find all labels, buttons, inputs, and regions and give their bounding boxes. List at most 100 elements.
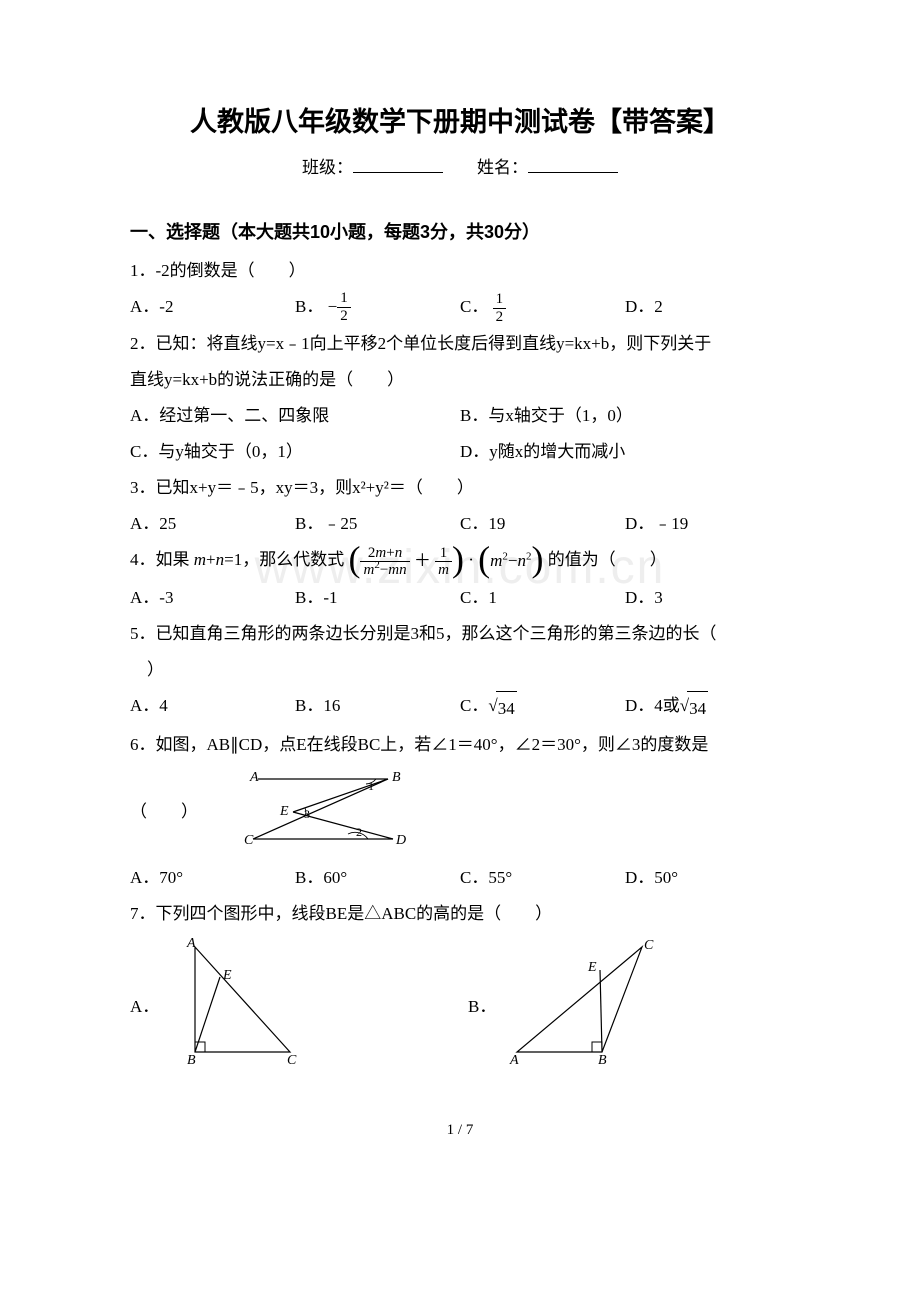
q4-f1n-p: +	[386, 545, 394, 561]
q4-p2n: n	[518, 551, 527, 570]
svg-text:E: E	[279, 804, 289, 819]
svg-text:1: 1	[368, 779, 374, 793]
class-label: 班级：	[302, 158, 353, 177]
svg-text:3: 3	[304, 807, 310, 821]
name-label: 姓名：	[477, 158, 528, 177]
q3-stem: 3．已知x+y＝﹣5，xy＝3，则x²+y²＝（ ）	[130, 471, 790, 505]
svg-text:E: E	[587, 960, 597, 975]
q5-options: A．4 B．16 C．√34 D．4或√34	[130, 689, 790, 726]
q6-optB: B．60°	[295, 861, 460, 895]
svg-text:A: A	[249, 770, 259, 785]
q4-plus2: ＋	[414, 551, 431, 570]
svg-text:B: B	[392, 770, 401, 785]
q5-optC: C．√34	[460, 689, 625, 726]
q4-paren2: ( m2−n2 )	[478, 543, 543, 579]
q6-optA: A．70°	[130, 861, 295, 895]
q6-stem: 6．如图，AB∥CD，点E在线段BC上，若∠1＝40°，∠2＝30°，则∠3的度…	[130, 728, 790, 762]
q7-figures: A． A B C E B．	[130, 937, 790, 1072]
q1-optB-pre: B．	[295, 297, 323, 316]
svg-text:C: C	[644, 938, 654, 953]
q7-figB: A B C E	[502, 937, 662, 1072]
q4-eq: =1	[224, 550, 242, 569]
q6-optC: C．55°	[460, 861, 625, 895]
q5-line1: 5．已知直角三角形的两条边长分别是3和5，那么这个三角形的第三条边的长（	[130, 617, 790, 651]
q4-tail: 的值为（ ）	[548, 550, 667, 569]
q4-mid: ，那么代数式	[242, 550, 348, 569]
q5-optC-pre: C．	[460, 696, 488, 715]
q4-pre: 4．如果	[130, 550, 194, 569]
q3-options: A．25 B．﹣25 C．19 D．﹣19	[130, 507, 790, 541]
q3-optC: C．19	[460, 507, 625, 541]
q2-line1: 2．已知：将直线y=x﹣1向上平移2个单位长度后得到直线y=kx+b，则下列关于	[130, 327, 790, 361]
q1-optA: A．-2	[130, 290, 295, 325]
q2-line2: 直线y=kx+b的说法正确的是（ ）	[130, 363, 790, 397]
q4-f1d-min: −	[380, 562, 388, 578]
q5-optA: A．4	[130, 689, 295, 726]
q6-optD: D．50°	[625, 861, 790, 895]
q5-line2: ）	[130, 653, 790, 687]
svg-text:A: A	[509, 1053, 519, 1067]
q5-optD: D．4或√34	[625, 689, 790, 726]
section-1-title: 一、选择题（本大题共10小题，每题3分，共30分）	[130, 218, 790, 244]
q7-labB: B．	[468, 992, 496, 1017]
q2-optsAB: A．经过第一、二、四象限 B．与x轴交于（1，0）	[130, 399, 790, 433]
q4-f2n: 1	[435, 545, 452, 563]
q4-p2m: m	[490, 551, 502, 570]
name-blank	[528, 155, 618, 173]
q4-optC: C．1	[460, 581, 625, 615]
q5-optB: B．16	[295, 689, 460, 726]
q2-optsCD: C．与y轴交于（0，1） D．y随x的增大而减小	[130, 435, 790, 469]
q4-stem: 4．如果 m+n=1，那么代数式 ( 2m+n m2−mn ＋ 1 m ) ·	[130, 543, 790, 579]
svg-text:E: E	[222, 968, 232, 983]
class-blank	[353, 155, 443, 173]
q4-f1d-m: m	[363, 562, 374, 578]
q1-optB: B． −12	[295, 290, 460, 325]
q4-p2min: −	[508, 551, 518, 570]
q1-optB-den: 2	[337, 308, 351, 325]
q6-tail: （ ）	[130, 795, 198, 829]
q4-m: m	[194, 550, 206, 569]
q6-figure: A B C D E 1 2 3	[238, 764, 428, 859]
q4-options: A．-3 B．-1 C．1 D．3	[130, 581, 790, 615]
svg-text:C: C	[244, 833, 254, 848]
svg-text:C: C	[287, 1053, 297, 1067]
svg-text:B: B	[187, 1053, 196, 1067]
q1-optC-den: 2	[493, 309, 507, 326]
page-title: 人教版八年级数学下册期中测试卷【带答案】	[130, 100, 790, 139]
q1-optC-num: 1	[493, 291, 507, 309]
q7-labA: A．	[130, 992, 159, 1017]
q4-f1d-n: n	[399, 562, 407, 578]
q3-optD: D．﹣19	[625, 507, 790, 541]
svg-text:D: D	[395, 833, 406, 848]
q2-optC: C．与y轴交于（0，1）	[130, 435, 460, 469]
q4-f2d: m	[438, 562, 449, 578]
q4-paren1: ( 2m+n m2−mn ＋ 1 m )	[348, 543, 464, 579]
q1-optD: D．2	[625, 290, 790, 325]
page-footer: 1 / 7	[130, 1122, 790, 1139]
q4-optD: D．3	[625, 581, 790, 615]
q2-optD: D．y随x的增大而减小	[460, 435, 790, 469]
svg-text:B: B	[598, 1053, 607, 1067]
q1-optC-pre: C．	[460, 297, 488, 316]
q4-plus1: +	[206, 550, 216, 569]
q5-optD-pre: D．4或	[625, 696, 680, 715]
q3-optB: B．﹣25	[295, 507, 460, 541]
q4-f1n-n: n	[395, 545, 403, 561]
q1-options: A．-2 B． −12 C． 12 D．2	[130, 290, 790, 325]
q4-f1d-m2: m	[388, 562, 399, 578]
q1-optC: C． 12	[460, 290, 625, 325]
q3-optA: A．25	[130, 507, 295, 541]
svg-text:2: 2	[356, 825, 362, 839]
svg-text:A: A	[186, 937, 196, 951]
q1-stem: 1．-2的倒数是（ ）	[130, 254, 790, 288]
q7-stem: 7．下列四个图形中，线段BE是△ABC的高的是（ ）	[130, 897, 790, 931]
q2-optA: A．经过第一、二、四象限	[130, 399, 460, 433]
q7-figA: A B C E	[165, 937, 305, 1072]
q4-n: n	[216, 550, 225, 569]
q4-optA: A．-3	[130, 581, 295, 615]
header-fields: 班级： 姓名：	[130, 153, 790, 178]
q2-optB: B．与x轴交于（1，0）	[460, 399, 790, 433]
q4-dot: ·	[468, 550, 474, 569]
q1-optB-num: 1	[337, 290, 351, 308]
q6-options: A．70° B．60° C．55° D．50°	[130, 861, 790, 895]
